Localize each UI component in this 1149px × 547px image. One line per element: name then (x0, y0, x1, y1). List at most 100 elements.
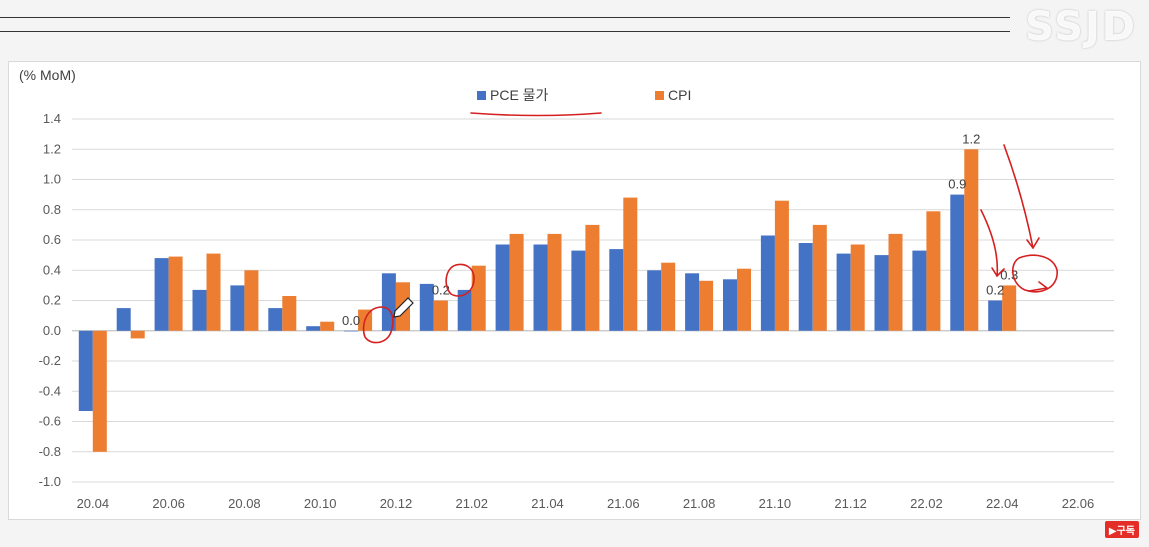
bar-cpi-21.10 (774, 200, 789, 331)
bar-cpi-22.04 (1002, 285, 1017, 331)
circle-annotation (445, 263, 475, 297)
x-tick-label: 20.12 (380, 496, 413, 511)
bar-cpi-22.01 (888, 233, 903, 331)
y-tick-label: 1.2 (43, 141, 61, 156)
y-tick-label: -0.6 (39, 414, 61, 429)
bar-pce-20.09 (268, 308, 283, 331)
bar-cpi-20.04 (92, 330, 107, 452)
y-tick-label: 0.6 (43, 232, 61, 247)
x-tick-label: 20.08 (228, 496, 261, 511)
circle-annotation (1012, 254, 1058, 293)
data-label: 0.2 (986, 283, 1004, 298)
bar-pce-21.04 (533, 244, 548, 331)
data-label: 0.2 (432, 283, 450, 298)
bar-chart: (% MoM) -1.0 -0.8 -0.6 -0.4 -0.2 0.0 0.2 0.4 0.6 0… (19, 67, 1114, 511)
underline-annotation (470, 112, 602, 117)
bar-pce-20.04 (78, 330, 93, 411)
bar-cpi-22.02 (926, 211, 941, 331)
bar-cpi-21.05 (585, 224, 600, 331)
circle-annotation (362, 306, 394, 344)
bar-cpi-20.09 (282, 296, 297, 331)
bar-cpi-21.07 (661, 262, 676, 331)
bar-pce-21.01 (419, 283, 434, 331)
y-tick-label: 0.4 (43, 262, 61, 277)
x-tick-label: 21.12 (834, 496, 867, 511)
bar-pce-21.06 (609, 249, 624, 331)
subscribe-button[interactable]: ▶구독 (1104, 521, 1139, 538)
bar-cpi-21.06 (623, 197, 638, 331)
bar-cpi-20.05 (130, 330, 145, 339)
bar-pce-21.10 (760, 235, 775, 331)
bar-pce-20.06 (154, 258, 169, 331)
bar-cpi-21.02 (471, 265, 486, 331)
arrow-head-annotation (991, 267, 1005, 277)
arrow-annotation (1028, 281, 1049, 292)
bar-pce-20.08 (230, 285, 245, 331)
y-tick-label: 1.4 (43, 111, 61, 126)
y-tick-label: -0.4 (39, 383, 61, 398)
y-tick-label: 0.2 (43, 293, 61, 308)
y-tick-label: 0.8 (43, 202, 61, 217)
x-tick-label: 22.06 (1062, 496, 1095, 511)
bar-cpi-20.06 (168, 256, 183, 331)
x-tick-label: 21.08 (683, 496, 716, 511)
bar-pce-22.03 (950, 194, 965, 331)
x-tick-label: 22.02 (910, 496, 943, 511)
arrow-annotation (980, 209, 999, 277)
arrow-head-annotation (1026, 237, 1040, 249)
bar-pce-22.01 (874, 255, 889, 331)
top-divider-line (0, 17, 1010, 18)
bar-cpi-21.09 (737, 268, 751, 331)
x-tick-label: 21.10 (759, 496, 792, 511)
bar-cpi-21.03 (509, 233, 524, 331)
bar-pce-22.02 (912, 250, 927, 331)
x-tick-label: 21.06 (607, 496, 640, 511)
y-tick-label: 1.0 (43, 172, 61, 187)
bar-pce-20.11 (344, 330, 359, 332)
data-label: 1.2 (962, 131, 980, 146)
bar-pce-21.11 (798, 243, 813, 331)
bar-cpi-21.11 (812, 224, 827, 331)
data-label: 0.0 (342, 313, 360, 328)
bar-cpi-21.12 (850, 244, 865, 331)
legend-label-pce: PCE 물가 (490, 87, 549, 103)
bar-cpi-20.08 (244, 270, 259, 331)
top-divider-line-2 (0, 31, 1010, 32)
x-tick-label: 21.02 (455, 496, 488, 511)
data-label: 0.9 (948, 177, 966, 192)
y-tick-label: -0.8 (39, 444, 61, 459)
bar-pce-21.09 (723, 279, 737, 331)
legend-label-cpi: CPI (668, 87, 691, 103)
y-tick-label: -0.2 (39, 353, 61, 368)
y-tick-label: -1.0 (39, 474, 61, 489)
channel-watermark: SSJD (1025, 4, 1137, 50)
chart-panel: (% MoM) -1.0 -0.8 -0.6 -0.4 -0.2 0.0 0.2 0.4 0.6 0… (8, 61, 1141, 520)
bar-pce-20.07 (192, 289, 207, 331)
bar-cpi-21.08 (699, 280, 714, 331)
bar-cpi-22.03 (964, 149, 979, 331)
bar-pce-21.07 (647, 270, 662, 331)
bar-cpi-21.01 (433, 300, 448, 331)
x-tick-label: 20.04 (77, 496, 110, 511)
bar-pce-20.12 (381, 273, 396, 331)
legend-swatch-pce (477, 91, 486, 100)
bar-pce-22.04 (988, 300, 1003, 331)
bar-pce-21.02 (457, 289, 472, 331)
legend-swatch-cpi (655, 91, 664, 100)
x-tick-label: 21.04 (531, 496, 564, 511)
x-tick-label: 20.10 (304, 496, 337, 511)
x-tick-label: 20.06 (152, 496, 185, 511)
bar-cpi-21.04 (547, 233, 562, 331)
bar-pce-21.05 (571, 250, 586, 331)
arrow-annotation (1003, 144, 1034, 249)
bar-pce-20.05 (116, 308, 131, 331)
x-tick-label: 22.04 (986, 496, 1019, 511)
bar-cpi-20.07 (206, 253, 221, 331)
bar-pce-21.03 (495, 244, 510, 331)
y-axis-label: (% MoM) (19, 67, 76, 83)
y-tick-label: 0.0 (43, 323, 61, 338)
pencil-cursor-icon (393, 297, 414, 318)
bar-cpi-20.10 (320, 321, 335, 331)
bar-pce-21.08 (685, 273, 700, 331)
bar-pce-21.12 (836, 253, 851, 331)
